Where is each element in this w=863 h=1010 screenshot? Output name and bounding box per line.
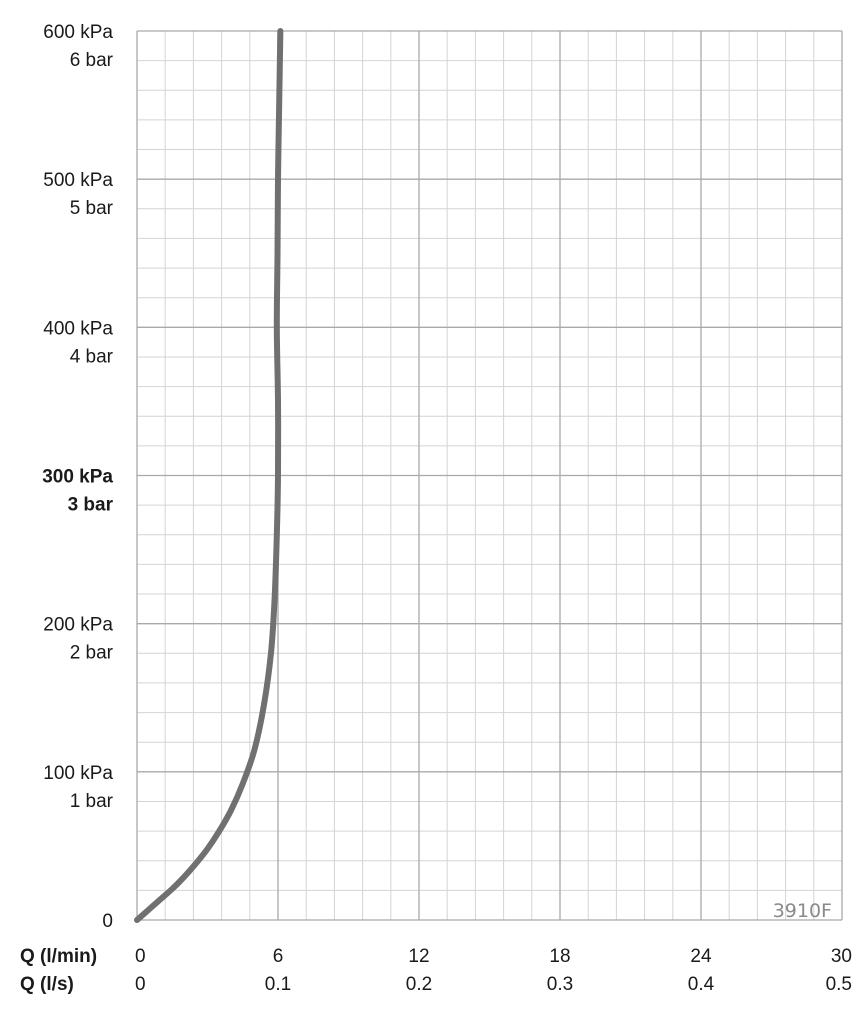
y-axis-tick-labels: 0 100 kPa 1 bar 200 kPa 2 bar 300 kPa 3 bar 400… [42, 22, 113, 932]
x-tick-label-lps: 0.3 [547, 974, 573, 995]
y-tick-label-bar: 1 bar [70, 791, 114, 812]
y-tick-label-kpa: 200 kPa [43, 615, 113, 636]
x-tick-label-lpm: 30 [831, 946, 852, 967]
x-tick-label-lpm: 6 [273, 946, 284, 967]
x-tick-label-lpm: 18 [549, 946, 570, 967]
y-tick-label-kpa: 500 kPa [43, 170, 113, 191]
y-tick-label-kpa: 600 kPa [43, 22, 113, 43]
x-axis-tick-labels: 0 6 12 18 24 30 0 0.1 0.2 0.3 0.4 0.5 [135, 946, 852, 995]
x-axis-title-lpm: Q (l/min) [20, 946, 97, 967]
x-tick-label-lps: 0.5 [826, 974, 852, 995]
y-tick-label-bar: 5 bar [70, 198, 114, 219]
model-label: 3910F [773, 900, 832, 922]
series-line [134, 28, 284, 923]
y-tick-label-bar: 3 bar [68, 495, 114, 516]
y-tick-label-bar: 2 bar [70, 643, 114, 664]
y-tick-label-bar: 6 bar [70, 50, 114, 71]
x-tick-label-lpm: 12 [408, 946, 429, 967]
x-tick-label-lps: 0.4 [688, 974, 715, 995]
x-tick-label-lpm: 0 [135, 946, 146, 967]
x-tick-label-lps: 0.1 [265, 974, 291, 995]
x-tick-label-lps: 0 [135, 974, 146, 995]
chart-grid [136, 30, 843, 921]
y-tick-label-kpa: 0 [102, 911, 113, 932]
x-tick-label-lpm: 24 [690, 946, 712, 967]
y-tick-label-kpa: 100 kPa [43, 763, 113, 784]
y-tick-label-kpa: 400 kPa [43, 318, 113, 339]
y-tick-label-bar: 4 bar [70, 346, 114, 367]
y-tick-label-kpa: 300 kPa [42, 467, 113, 488]
x-axis-title-lps: Q (l/s) [20, 974, 74, 995]
x-tick-label-lps: 0.2 [406, 974, 432, 995]
chart-series [134, 28, 284, 923]
